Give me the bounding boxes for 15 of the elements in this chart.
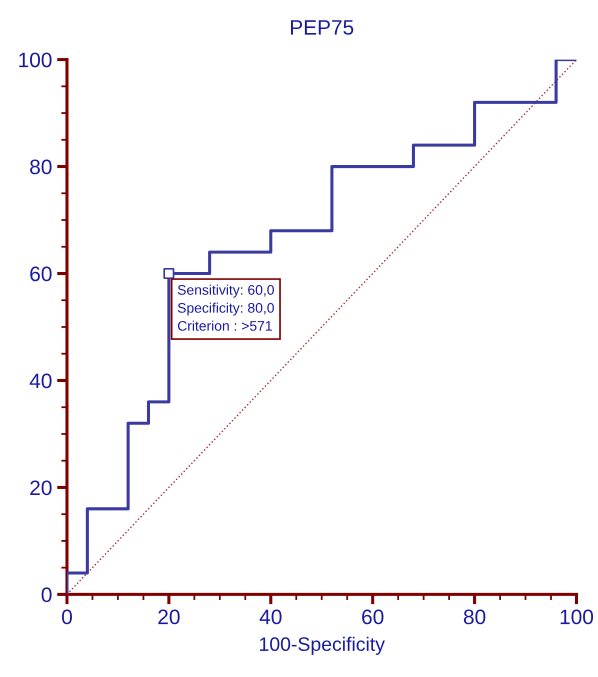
x-tick-label: 0 bbox=[62, 610, 72, 624]
y-tick-label: 60 bbox=[30, 266, 52, 282]
y-tick-label: 80 bbox=[30, 160, 52, 174]
x-tick-label: 100 bbox=[560, 610, 594, 624]
y-tick-label: 20 bbox=[30, 480, 52, 496]
x-tick-label: 60 bbox=[362, 610, 384, 624]
y-tick-label: 0 bbox=[42, 587, 52, 602]
y-tick-label: 40 bbox=[30, 373, 52, 388]
annotation: Sensitivity: 60,0 Specificity: 80,0 Criterion : >571 bbox=[178, 284, 274, 331]
x-axis-title: 100-Specificity bbox=[260, 636, 385, 655]
x-tick-label: 20 bbox=[158, 610, 180, 624]
x-tick-label: 80 bbox=[464, 610, 486, 624]
chart-title: PEP75 bbox=[291, 20, 354, 35]
x-tick-label: 40 bbox=[260, 610, 282, 624]
y-tick-label: 100 bbox=[19, 52, 52, 68]
